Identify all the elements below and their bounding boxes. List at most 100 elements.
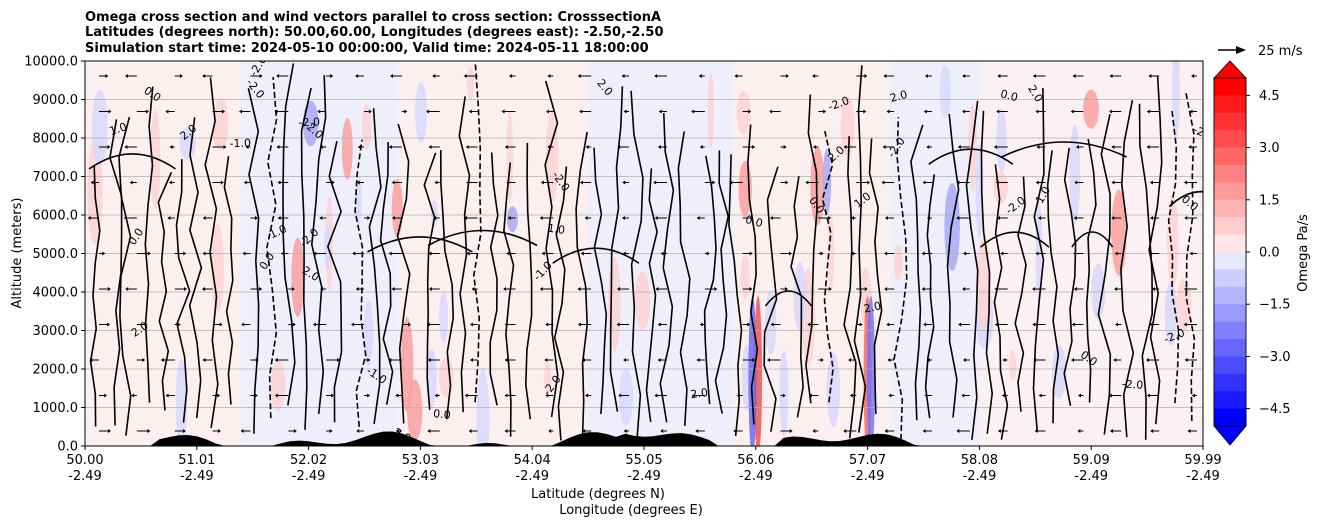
wind-vector-head <box>962 109 966 114</box>
wind-vector-head <box>548 429 552 433</box>
wind-vector-head <box>504 358 508 362</box>
wind-vector-head <box>923 109 927 114</box>
wind-vector-head <box>356 180 360 185</box>
wind-vector-head <box>926 358 930 362</box>
quiver-key: 25 m/s <box>1218 44 1303 59</box>
y-tick-label: 8000.0 <box>33 132 79 147</box>
wind-vector-head <box>864 74 868 78</box>
wind-vector-head <box>1184 358 1188 362</box>
shade-cell <box>1008 349 1017 381</box>
contour-line <box>553 166 568 441</box>
wind-vector-head <box>245 145 249 149</box>
wind-vector-head <box>657 358 661 362</box>
shade-cell <box>1083 89 1099 129</box>
wind-vector-head <box>319 145 323 149</box>
shade-cell <box>822 148 832 215</box>
wind-vector-head <box>202 216 206 220</box>
wind-vector-head <box>886 322 890 327</box>
wind-vector-head <box>1033 358 1037 362</box>
shade-cell <box>740 254 750 300</box>
wind-vector-head <box>1032 74 1036 78</box>
wind-vector-head <box>255 358 259 362</box>
shade-cell <box>619 368 634 426</box>
wind-vector-head <box>812 74 816 78</box>
colorbar-band <box>1214 391 1246 409</box>
quiver-key-arrowhead <box>1236 46 1246 54</box>
wind-vector-head <box>888 393 892 398</box>
wind-vector-head <box>997 216 1001 220</box>
contour-arc <box>367 236 473 253</box>
wind-vector-head <box>223 145 227 149</box>
wind-vector-head <box>503 287 507 291</box>
wind-vector-head <box>125 287 129 291</box>
wind-vector-head <box>1077 393 1081 398</box>
y-tick-label: 3000.0 <box>33 324 79 339</box>
wind-vector-head <box>1073 251 1077 256</box>
wind-vector-head <box>752 358 756 362</box>
wind-vector-head <box>1073 216 1077 220</box>
contour-line <box>1167 110 1180 404</box>
contour-line <box>924 174 936 419</box>
wind-vector-head <box>404 109 408 114</box>
wind-vector-head <box>388 251 392 256</box>
colorbar-band <box>1214 165 1246 183</box>
wind-vector-head <box>280 251 284 256</box>
wind-vector-head <box>808 393 812 398</box>
quiver-key-label: 25 m/s <box>1258 44 1303 59</box>
x-tick-label-longitude: -2.49 <box>180 469 214 484</box>
wind-vectors <box>87 74 1197 433</box>
wind-vector-head <box>217 393 221 398</box>
contour-line <box>109 119 123 426</box>
wind-vector-head <box>828 287 832 291</box>
wind-vector-head <box>504 429 508 433</box>
wind-vector-head <box>923 322 927 327</box>
colorbar-tick-label: 3.0 <box>1259 141 1280 156</box>
wind-vector-head <box>90 180 94 185</box>
wind-vector-head <box>623 429 627 433</box>
wind-vector-head <box>926 145 930 149</box>
wind-vector-head <box>391 180 395 185</box>
contour-line <box>282 63 296 406</box>
wind-vector-head <box>1038 216 1042 220</box>
x-axis: 50.00-2.4951.01-2.4952.02-2.4953.03-2.49… <box>66 446 1222 484</box>
wind-vector-head <box>508 74 512 78</box>
contour-line <box>327 141 343 423</box>
wind-vector-head <box>183 251 187 256</box>
wind-vector-head <box>922 429 926 433</box>
contour-label: 0.0 <box>999 87 1019 104</box>
wind-vector-head <box>201 287 205 291</box>
wind-vector-head <box>788 251 792 256</box>
wind-vector-head <box>887 358 891 362</box>
wind-vector-head <box>142 358 146 362</box>
contour-line <box>300 87 312 430</box>
wind-vector-head <box>747 322 751 327</box>
wind-vector-head <box>769 216 773 220</box>
wind-vector-head <box>313 251 317 256</box>
wind-vector-head <box>1148 74 1152 78</box>
wind-vector-head <box>471 287 475 291</box>
shade-cell <box>707 72 714 149</box>
wind-vector-head <box>330 393 334 398</box>
wind-vector-head <box>1071 322 1075 327</box>
colorbar-band <box>1214 321 1246 340</box>
wind-vector-head <box>243 180 247 185</box>
wind-vector-head <box>653 180 657 185</box>
wind-vector-head <box>1111 180 1115 185</box>
wind-vector-head <box>962 74 966 78</box>
shade-cell <box>1167 195 1179 290</box>
wind-vector-head <box>883 74 887 78</box>
wind-vector-head <box>863 109 867 114</box>
shade-cell <box>415 82 427 143</box>
wind-vector-head <box>123 216 127 220</box>
wind-vector-head <box>582 429 586 433</box>
shade-cell <box>91 89 108 167</box>
wind-vector-head <box>996 109 1000 114</box>
contour-arc <box>764 290 813 307</box>
wind-vector-head <box>545 393 549 398</box>
x-tick-label-latitude: 59.99 <box>1184 453 1221 468</box>
wind-vector-head <box>963 251 967 256</box>
wind-vector-head <box>882 145 886 149</box>
contour-line <box>157 171 173 411</box>
wind-vector-head <box>823 109 827 114</box>
y-tick-label: 4000.0 <box>33 286 79 301</box>
